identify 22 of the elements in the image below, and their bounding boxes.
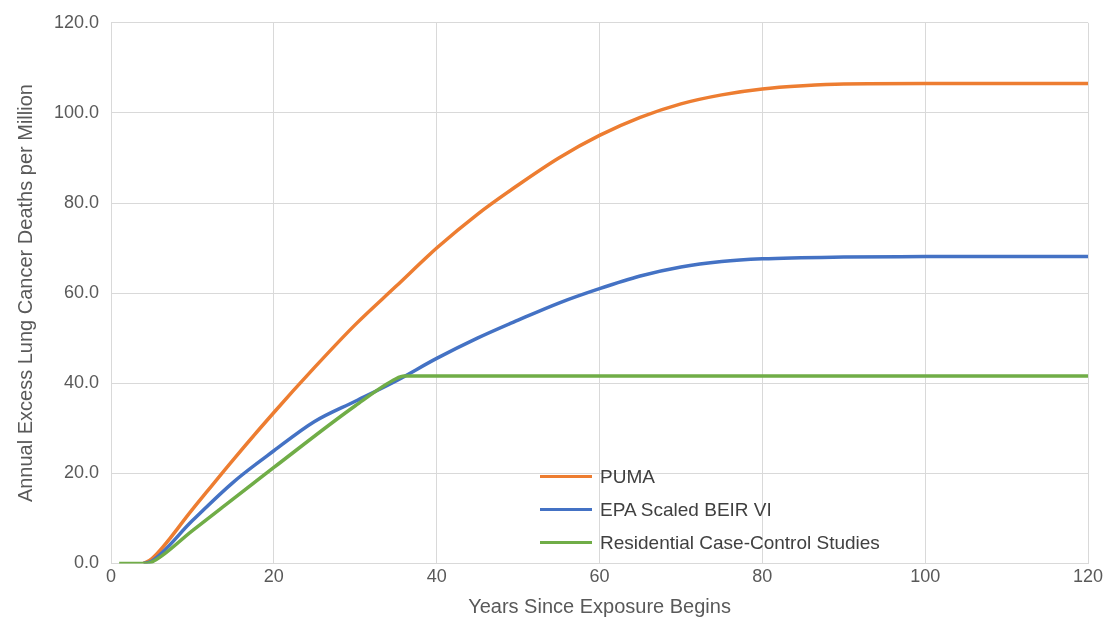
y-tick-label: 20.0 bbox=[64, 462, 100, 483]
x-tick-label: 60 bbox=[589, 566, 610, 587]
line-series bbox=[117, 374, 1088, 564]
y-tick-label: 100.0 bbox=[54, 101, 100, 122]
x-axis-title: Years Since Exposure Begins bbox=[468, 594, 731, 617]
x-tick-label: 20 bbox=[263, 566, 284, 587]
line-series bbox=[141, 254, 1088, 564]
x-tick-label: 0 bbox=[106, 566, 117, 587]
x-tick-label: 80 bbox=[752, 566, 773, 587]
x-tick-label: 40 bbox=[426, 566, 447, 587]
y-tick-label: 0.0 bbox=[74, 552, 100, 573]
y-tick-label: 120.0 bbox=[54, 11, 100, 32]
line-series bbox=[141, 81, 1088, 564]
y-tick-label: 80.0 bbox=[64, 191, 100, 212]
x-tick-label: 100 bbox=[910, 566, 941, 587]
x-tick-label: 120 bbox=[1072, 566, 1104, 587]
y-tick-label: 60.0 bbox=[64, 282, 100, 303]
legend-label: Residential Case-Control Studies bbox=[600, 531, 880, 554]
y-axis-title: Annual Excess Lung Cancer Deaths per Million bbox=[13, 84, 36, 503]
y-tick-label: 40.0 bbox=[64, 372, 100, 393]
legend-label: EPA Scaled BEIR VI bbox=[600, 498, 772, 521]
legend-label: PUMA bbox=[600, 465, 655, 488]
